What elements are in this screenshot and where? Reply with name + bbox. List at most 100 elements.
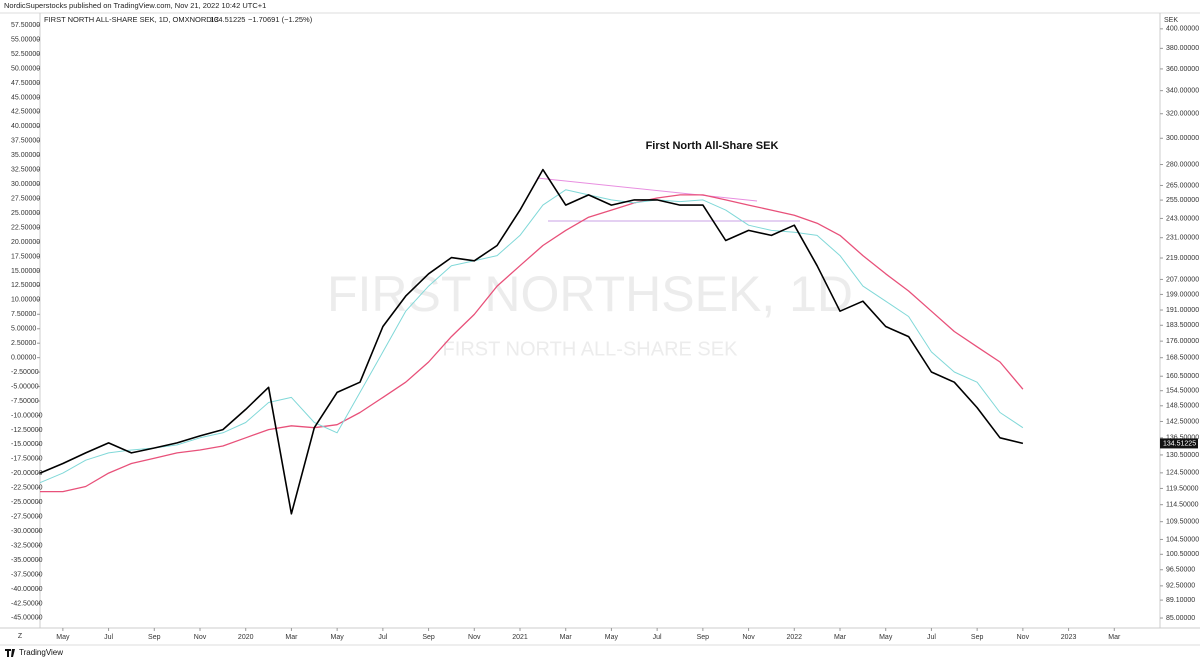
watermark-subtitle: FIRST NORTH ALL-SHARE SEK: [443, 338, 739, 360]
price-tag: [1160, 438, 1198, 449]
y2-tick-label: 30.00000: [11, 181, 40, 188]
y2-tick-label: 20.00000: [11, 239, 40, 246]
y-tick-label: 243.00000: [1166, 215, 1199, 222]
y2-tick-label: -45.00000: [11, 615, 43, 622]
y-tick-label: 96.50000: [1166, 567, 1195, 574]
y2-tick-label: -35.00000: [11, 557, 43, 564]
x-tick-label: Jul: [104, 634, 113, 641]
symbol: FIRST NORTH ALL-SHARE SEK, 1D, OMXNORDIC: [44, 15, 220, 24]
y2-tick-label: 32.50000: [11, 167, 40, 174]
brand-logo: [5, 649, 15, 657]
series-line: [39, 189, 1024, 484]
y-tick-label: 130.50000: [1166, 452, 1199, 459]
y2-tick-label: 37.50000: [11, 138, 40, 145]
y2-tick-label: 52.50000: [11, 51, 40, 58]
x-tick-label: May: [331, 634, 345, 641]
y2-tick-label: 10.00000: [11, 297, 40, 304]
x-tick-label: Nov: [468, 634, 481, 641]
y2-tick-label: 35.00000: [11, 152, 40, 159]
y-tick-label: 360.00000: [1166, 66, 1199, 73]
y2-tick-label: 42.50000: [11, 109, 40, 116]
y-tick-label: 320.00000: [1166, 111, 1199, 118]
y-tick-label: 154.50000: [1166, 388, 1199, 395]
y2-tick-label: 22.50000: [11, 224, 40, 231]
x-tick-label: Mar: [560, 634, 573, 641]
brand: TradingView: [19, 648, 63, 657]
x-tick-label: Nov: [1017, 634, 1030, 641]
y-tick-label: 114.50000: [1166, 502, 1199, 509]
y-tick-label: 148.50000: [1166, 403, 1199, 410]
x-tick-label: May: [605, 634, 619, 641]
x-tick-label: Mar: [285, 634, 298, 641]
y2-tick-label: -12.50000: [11, 427, 43, 434]
y-tick-label: 280.00000: [1166, 161, 1199, 168]
y-tick-label: 380.00000: [1166, 45, 1199, 52]
last-price: 134.51225: [210, 15, 245, 24]
trend-line: [536, 177, 758, 202]
y2-tick-label: 5.00000: [11, 326, 36, 333]
y-tick-label: 300.00000: [1166, 135, 1199, 142]
change: −1.70691 (−1.25%): [248, 15, 313, 24]
y2-tick-label: 7.50000: [11, 311, 36, 318]
y2-tick-label: 2.50000: [11, 340, 36, 347]
y-tick-label: 219.00000: [1166, 255, 1199, 262]
y-tick-label: 183.50000: [1166, 322, 1199, 329]
y2-tick-label: -15.00000: [11, 441, 43, 448]
x-tick-label: Mar: [1108, 634, 1121, 641]
y2-tick-label: 50.00000: [11, 65, 40, 72]
y2-tick-label: -30.00000: [11, 528, 43, 535]
y-tick-label: 119.50000: [1166, 485, 1199, 492]
y-tick-label: 168.50000: [1166, 355, 1199, 362]
y2-tick-label: -17.50000: [11, 456, 43, 463]
y-tick-label: 340.00000: [1166, 88, 1199, 95]
y-tick-label: 255.00000: [1166, 197, 1199, 204]
y2-tick-label: -25.00000: [11, 499, 43, 506]
y-tick-label: 191.00000: [1166, 307, 1199, 314]
y2-tick-label: -20.00000: [11, 470, 43, 477]
timezone-button[interactable]: Z: [18, 633, 23, 640]
x-tick-label: Jul: [927, 634, 936, 641]
y-tick-label: 104.50000: [1166, 536, 1199, 543]
price-tag-label: 134.51225: [1163, 440, 1196, 447]
publisher: NordicSuperstocks published on TradingVi…: [4, 1, 266, 10]
y2-tick-label: 40.00000: [11, 123, 40, 130]
y2-tick-label: 55.00000: [11, 36, 40, 43]
y-tick-label: 160.50000: [1166, 373, 1199, 380]
y2-tick-label: -27.50000: [11, 514, 43, 521]
x-tick-label: Sep: [697, 634, 710, 641]
x-tick-label: May: [56, 634, 70, 641]
y2-tick-label: -42.50000: [11, 600, 43, 607]
x-tick-label: 2021: [512, 634, 528, 641]
y-tick-label: 89.10000: [1166, 597, 1195, 604]
y-tick-label: 199.00000: [1166, 291, 1199, 298]
x-tick-label: Nov: [742, 634, 755, 641]
chart-title: First North All-Share SEK: [646, 140, 779, 152]
y2-tick-label: 15.00000: [11, 268, 40, 275]
x-tick-label: 2020: [238, 634, 254, 641]
y-tick-label: 142.50000: [1166, 418, 1199, 425]
y2-tick-label: -22.50000: [11, 485, 43, 492]
y2-tick-label: -10.00000: [11, 412, 43, 419]
x-tick-label: Mar: [834, 634, 847, 641]
y2-tick-label: 47.50000: [11, 80, 40, 87]
series-line: [39, 168, 1024, 515]
x-tick-label: Jul: [378, 634, 387, 641]
y2-tick-label: 12.50000: [11, 282, 40, 289]
y2-tick-label: 0.00000: [11, 354, 36, 361]
y-tick-label: 265.00000: [1166, 182, 1199, 189]
y2-tick-label: -32.50000: [11, 542, 43, 549]
x-tick-label: 2022: [786, 634, 802, 641]
x-tick-label: May: [879, 634, 893, 641]
y2-tick-label: -5.00000: [11, 383, 39, 390]
watermark: FIRST NORTHSEK, 1D: [327, 266, 853, 322]
x-tick-label: Sep: [148, 634, 161, 641]
y2-tick-label: -40.00000: [11, 586, 43, 593]
x-tick-label: Sep: [971, 634, 984, 641]
y2-tick-label: 45.00000: [11, 94, 40, 101]
x-tick-label: Sep: [422, 634, 435, 641]
y-tick-label: 92.50000: [1166, 583, 1195, 590]
y-tick-label: 124.50000: [1166, 470, 1199, 477]
y-tick-label: 400.00000: [1166, 26, 1199, 33]
